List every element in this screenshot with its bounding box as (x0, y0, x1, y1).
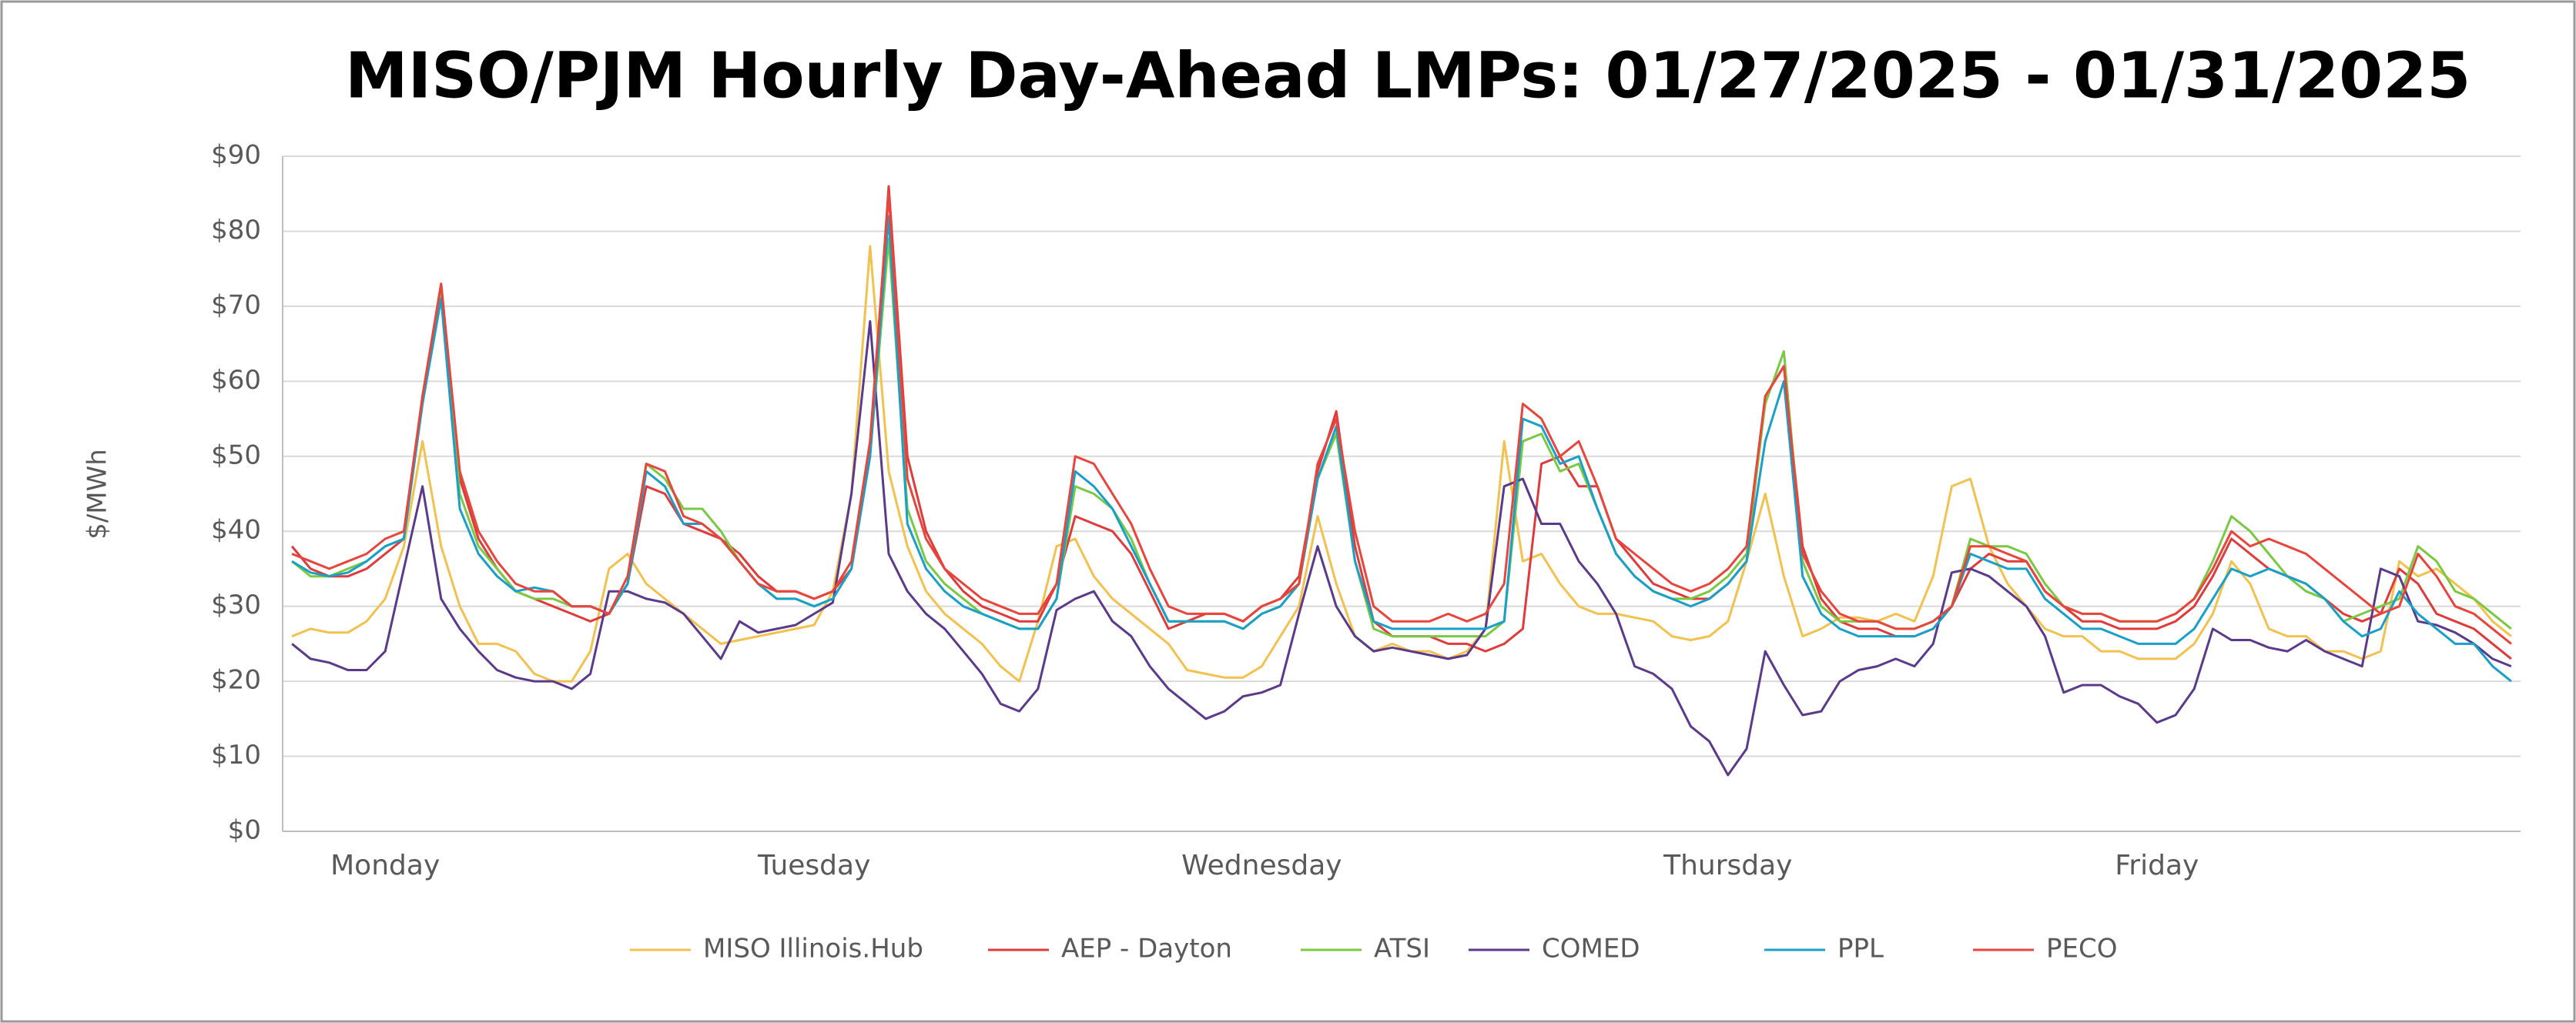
legend-label: ATSI (1374, 934, 1430, 964)
y-tick-label: $10 (211, 740, 261, 771)
y-axis-label: $/MWh (82, 449, 113, 540)
legend-label: AEP - Dayton (1061, 934, 1232, 964)
legend-label: PECO (2046, 934, 2118, 964)
x-tick-label: Wednesday (1181, 850, 1342, 881)
y-tick-label: $20 (211, 665, 261, 696)
y-tick-label: $50 (211, 440, 261, 470)
legend-label: COMED (1542, 934, 1640, 964)
series-line (291, 319, 2512, 777)
legend-label: PPL (1837, 934, 1884, 964)
y-tick-label: $60 (211, 365, 261, 396)
x-tick-label: Thursday (1663, 850, 1792, 881)
y-tick-label: $0 (228, 815, 261, 846)
series-line (291, 245, 2512, 683)
legend-label: MISO Illinois.Hub (703, 934, 923, 964)
y-tick-label: $30 (211, 590, 261, 620)
y-tick-label: $70 (211, 289, 261, 320)
y-tick-label: $80 (211, 215, 261, 246)
x-tick-label: Tuesday (757, 850, 870, 881)
x-tick-label: Friday (2115, 850, 2199, 881)
series-line (291, 215, 2512, 683)
y-tick-label: $40 (211, 515, 261, 546)
series-line (291, 192, 2512, 645)
y-tick-label: $90 (211, 140, 261, 171)
chart-title: MISO/PJM Hourly Day-Ahead LMPs: 01/27/20… (345, 39, 2470, 112)
x-tick-label: Monday (330, 850, 440, 881)
